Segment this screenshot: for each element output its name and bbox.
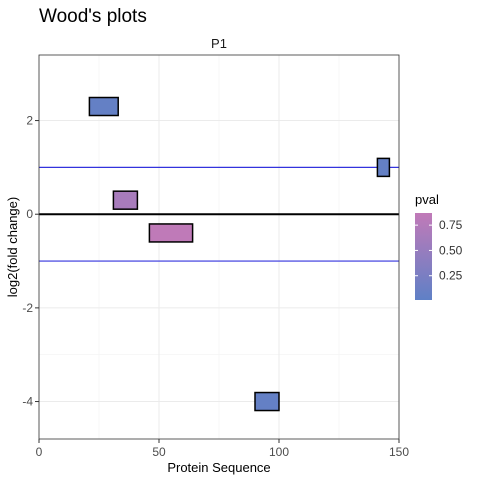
peptide-bar [88,96,119,117]
legend-title: pval [415,192,439,207]
panel-border [38,54,400,440]
axis-ticks: 0 50 100 150 -4 -2 0 2 [22,114,409,459]
peptide-bar [376,157,391,178]
x-tick-label: 0 [36,445,43,459]
y-tick-label: -4 [22,395,33,409]
legend-tick-label: 0.25 [439,269,463,283]
peptide-bars [88,96,391,412]
legend-colorbar: 0.25 0.50 0.75 [415,213,463,300]
y-tick-label: 0 [26,207,33,221]
x-tick-label: 100 [269,445,289,459]
legend-gradient [415,213,432,300]
panel-title: P1 [211,36,227,51]
y-tick-label: 2 [26,114,33,128]
reference-lines [39,166,399,262]
legend-tick-label: 0.75 [439,218,463,232]
x-tick-label: 50 [152,445,166,459]
peptide-bar [254,391,280,412]
legend: pval 0.25 0.50 0.75 [415,192,463,300]
y-tick-label: -2 [22,301,33,315]
y-axis-title: log2(fold change) [5,197,20,297]
peptide-bar [112,190,139,210]
x-tick-label: 150 [389,445,409,459]
chart-title: Wood's plots [39,6,147,27]
x-axis-title: Protein Sequence [167,460,270,475]
peptide-bar [148,223,194,243]
legend-tick-label: 0.50 [439,243,463,257]
